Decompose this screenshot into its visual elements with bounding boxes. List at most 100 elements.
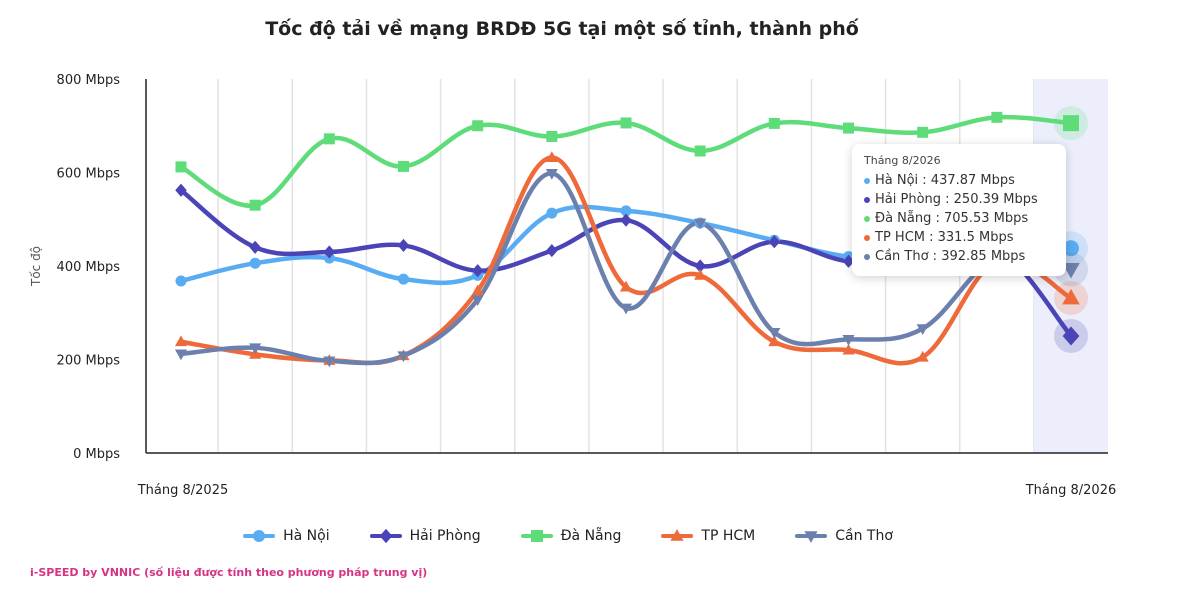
legend-item[interactable]: Đà Nẵng: [520, 528, 622, 544]
data-point: [397, 238, 410, 253]
legend-item[interactable]: Cần Thơ: [795, 528, 893, 544]
legend-label: Đà Nẵng: [560, 528, 622, 544]
tooltip-row-label: Cần Thơ : 392.85 Mbps: [875, 249, 1026, 264]
x-tick-label: Tháng 8/2025: [137, 483, 229, 498]
tooltip-row: Hải Phòng : 250.39 Mbps: [864, 190, 1054, 209]
data-point: [620, 213, 632, 227]
data-point: [991, 111, 1003, 123]
y-axis-label: Tốc độ: [29, 246, 43, 287]
data-point: [545, 151, 558, 162]
data-point: [1063, 115, 1079, 132]
data-point: [546, 207, 558, 219]
y-tick-label: 800 Mbps: [57, 73, 121, 88]
legend: Hà Nội Hải Phòng Đà Nẵng TP HCM Cần Thơ: [0, 528, 1136, 544]
tooltip-row: TP HCM : 331.5 Mbps: [864, 228, 1054, 247]
data-point: [694, 259, 706, 273]
legend-marker-icon: [253, 530, 266, 542]
tooltip-row-label: Hải Phòng : 250.39 Mbps: [875, 192, 1038, 207]
data-point: [471, 284, 484, 296]
tooltip-dot-icon: [864, 234, 870, 241]
legend-swatch-icon: [369, 529, 402, 543]
data-point: [1063, 240, 1079, 257]
data-point: [1062, 288, 1080, 305]
legend-label: Hà Nội: [283, 528, 330, 544]
data-point: [842, 254, 855, 268]
legend-marker-icon: [670, 529, 684, 541]
legend-marker-icon: [804, 531, 818, 543]
data-point: [843, 122, 854, 134]
legend-item[interactable]: Hải Phòng: [369, 528, 481, 544]
data-point: [619, 303, 633, 315]
tooltip: Tháng 8/2026 Hà Nội : 437.87 Mbps Hải Phò…: [852, 144, 1066, 276]
legend-marker-icon: [379, 529, 392, 543]
tooltip-dot-icon: [864, 215, 870, 222]
y-tick-label: 400 Mbps: [57, 260, 121, 275]
data-point: [174, 349, 188, 361]
source-note: i-SPEED by VNNIC (số liệu được tính theo…: [30, 566, 428, 579]
data-point: [694, 145, 706, 157]
y-tick-label: 0 Mbps: [73, 447, 120, 462]
tooltip-title: Tháng 8/2026: [864, 154, 941, 167]
data-point: [694, 269, 707, 280]
data-point: [694, 218, 707, 230]
data-point: [1062, 262, 1080, 279]
data-point: [916, 324, 929, 335]
data-point: [768, 235, 781, 249]
data-point: [398, 160, 409, 172]
data-point: [323, 133, 335, 145]
chart-title: Tốc độ tải về mạng BRDĐ 5G tại một số tỉ…: [265, 18, 859, 40]
tooltip-row-label: Hà Nội : 437.87 Mbps: [875, 173, 1015, 188]
legend-marker-icon: [530, 530, 543, 542]
data-point: [842, 334, 855, 346]
data-point: [620, 205, 632, 217]
data-point: [768, 117, 780, 129]
data-point: [471, 264, 484, 278]
data-point: [471, 295, 484, 306]
data-point: [175, 161, 187, 173]
legend-swatch-icon: [243, 530, 276, 542]
tooltip-row: Đà Nẵng : 705.53 Mbps: [864, 209, 1054, 228]
data-point: [249, 257, 261, 269]
legend-label: Hải Phòng: [409, 528, 481, 544]
tooltip-dot-icon: [864, 253, 870, 260]
y-tick-label: 600 Mbps: [57, 167, 121, 182]
data-point: [249, 240, 261, 254]
tooltip-rows: Hà Nội : 437.87 Mbps Hải Phòng : 250.39 M…: [864, 171, 1054, 266]
tooltip-row: Hà Nội : 437.87 Mbps: [864, 171, 1054, 190]
tooltip-dot-icon: [864, 196, 870, 203]
data-point: [323, 356, 336, 368]
x-tick-label: Tháng 8/2026: [1025, 483, 1117, 498]
data-point: [768, 335, 781, 347]
legend-swatch-icon: [661, 529, 694, 541]
data-point: [842, 343, 855, 355]
legend-swatch-icon: [795, 531, 828, 543]
data-point: [768, 327, 781, 339]
data-point: [620, 117, 632, 129]
data-point: [175, 183, 187, 197]
data-point: [323, 245, 336, 259]
legend-item[interactable]: Hà Nội: [243, 528, 330, 544]
data-point: [249, 343, 262, 355]
axes: 0 Mbps 200 Mbps 400 Mbps 600 Mbps 800 Mbps Tố…: [29, 73, 1116, 498]
data-point: [175, 275, 187, 287]
data-point: [249, 199, 261, 211]
data-point: [917, 126, 929, 138]
y-tick-label: 200 Mbps: [57, 354, 121, 369]
data-point: [174, 335, 188, 347]
data-point: [619, 280, 633, 292]
tooltip-row-label: Đà Nẵng : 705.53 Mbps: [875, 211, 1029, 226]
legend-swatch-icon: [520, 530, 553, 542]
data-point: [546, 131, 558, 143]
tooltip-row: Cần Thơ : 392.85 Mbps: [864, 247, 1054, 266]
data-point: [546, 243, 558, 258]
data-point: [397, 351, 410, 363]
data-point: [1062, 326, 1080, 346]
tooltip-row-label: TP HCM : 331.5 Mbps: [875, 230, 1014, 245]
legend-label: Cần Thơ: [835, 528, 893, 544]
legend-item[interactable]: TP HCM: [661, 528, 755, 544]
data-point: [916, 350, 929, 362]
legend-label: TP HCM: [701, 528, 756, 544]
tooltip-dot-icon: [864, 177, 870, 184]
data-point: [398, 273, 409, 285]
